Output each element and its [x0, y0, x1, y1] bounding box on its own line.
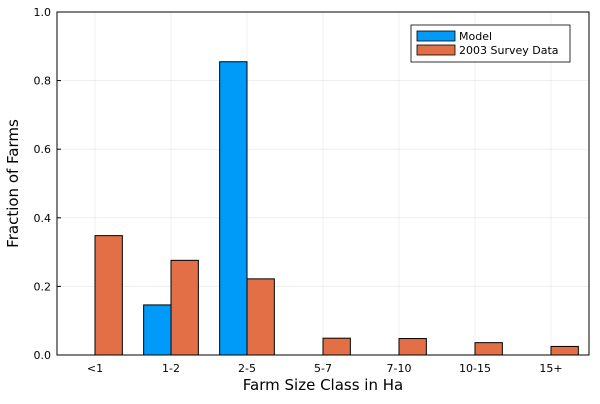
- y-tick-label: 1.0: [34, 6, 52, 19]
- y-axis-label: Fraction of Farms: [4, 119, 22, 248]
- bar-survey-1: [170, 259, 199, 356]
- x-tick-label: <1: [87, 362, 103, 375]
- bar-model-2: [219, 61, 248, 356]
- x-tick-label: 15+: [539, 362, 562, 375]
- bars: [94, 61, 579, 356]
- bar-survey-6: [550, 345, 579, 356]
- x-tick-label: 1-2: [162, 362, 180, 375]
- y-tick-label: 0.0: [34, 349, 52, 362]
- x-tick-label: 10-15: [459, 362, 491, 375]
- bar-survey-3: [322, 337, 351, 356]
- y-tick-label: 0.2: [34, 280, 52, 293]
- x-axis-label: Farm Size Class in Ha: [243, 376, 403, 394]
- y-tick-label: 0.6: [34, 143, 52, 156]
- x-tick-label: 7-10: [387, 362, 412, 375]
- y-tick-labels: 0.0 0.2 0.4 0.6 0.8 1.0: [34, 6, 52, 362]
- y-tick-label: 0.8: [34, 75, 52, 88]
- bar-survey-5: [474, 342, 503, 356]
- bar-model-1: [143, 304, 172, 356]
- grid-lines: [57, 11, 589, 356]
- x-tick-label: 5-7: [314, 362, 332, 375]
- legend-label-model: Model: [459, 30, 492, 43]
- y-tick-label: 0.4: [34, 212, 52, 225]
- legend-label-survey: 2003 Survey Data: [459, 44, 559, 57]
- bar-survey-0: [94, 235, 123, 356]
- tick-marks: [57, 11, 552, 356]
- bar-survey-2: [246, 278, 275, 356]
- legend-swatch-model: [416, 30, 456, 42]
- bar-survey-4: [398, 338, 427, 356]
- x-tick-label: 2-5: [238, 362, 256, 375]
- legend: Model 2003 Survey Data: [410, 24, 571, 63]
- legend-swatch-survey: [416, 44, 456, 56]
- x-tick-labels: <1 1-2 2-5 5-7 7-10 10-15 15+: [87, 362, 563, 375]
